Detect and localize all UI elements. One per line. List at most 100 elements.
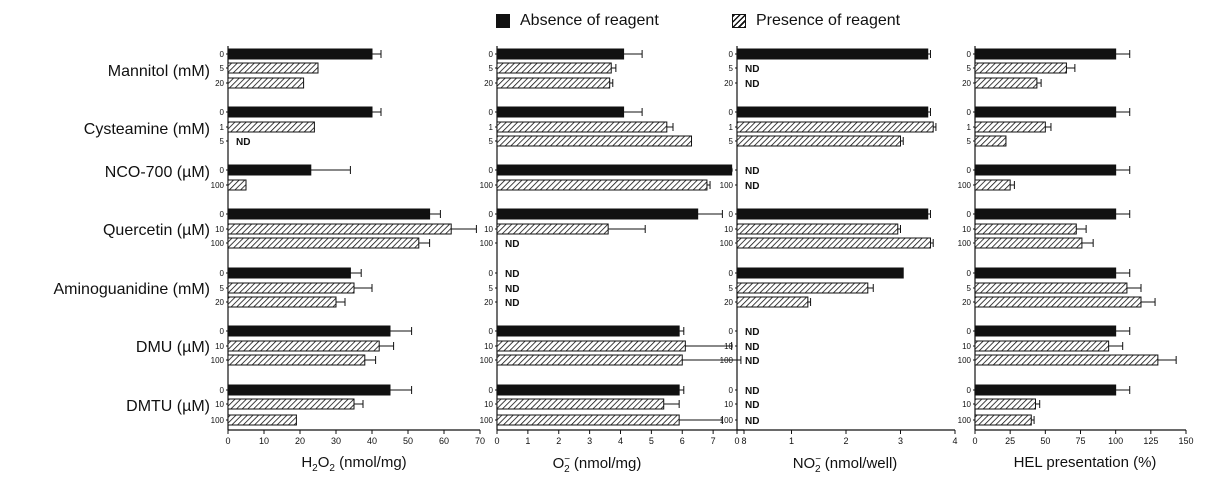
bar-presence xyxy=(227,237,420,249)
bar-presence xyxy=(227,223,452,235)
concentration-label: 5 xyxy=(220,137,225,146)
bar-presence xyxy=(974,414,1032,426)
bar-presence xyxy=(227,340,380,352)
group-label: DMTU (µM) xyxy=(126,398,210,415)
x-tick-label: 50 xyxy=(403,436,413,446)
bar-absence xyxy=(227,325,391,337)
concentration-label: 100 xyxy=(211,181,225,190)
bar-presence xyxy=(227,62,319,74)
concentration-label: 20 xyxy=(962,298,971,307)
concentration-label: 0 xyxy=(729,108,734,117)
x-tick-label: 40 xyxy=(367,436,377,446)
x-tick-label: 30 xyxy=(331,436,341,446)
x-tick-label: 4 xyxy=(952,436,957,446)
bar-presence xyxy=(974,282,1128,294)
xlabel-superoxide: O−2 (nmol/mg) xyxy=(552,454,642,475)
bar-presence xyxy=(496,121,668,133)
nd-label: ND xyxy=(745,400,759,411)
bar-presence xyxy=(227,414,297,426)
concentration-label: 0 xyxy=(220,210,225,219)
nd-label: ND xyxy=(505,269,519,280)
x-tick-label: 5 xyxy=(649,436,654,446)
nd-label: ND xyxy=(745,386,759,397)
bar-presence xyxy=(736,296,809,308)
bar-presence xyxy=(496,414,680,426)
nd-label: ND xyxy=(505,298,519,309)
concentration-label: 0 xyxy=(489,327,494,336)
bar-absence xyxy=(496,325,680,337)
concentration-label: 10 xyxy=(962,400,971,409)
x-tick-label: 0 xyxy=(734,436,739,446)
concentration-label: 1 xyxy=(489,123,494,132)
concentration-label: 0 xyxy=(729,166,734,175)
x-tick-label: 1 xyxy=(789,436,794,446)
x-tick-label: 25 xyxy=(1005,436,1015,446)
legend-hatched-swatch xyxy=(732,14,746,28)
concentration-label: 0 xyxy=(489,269,494,278)
concentration-label: 10 xyxy=(484,342,493,351)
bar-absence xyxy=(736,208,929,220)
x-tick-label: 0 xyxy=(972,436,977,446)
concentration-label: 100 xyxy=(720,356,734,365)
concentration-label: 5 xyxy=(489,284,494,293)
x-tick-label: 3 xyxy=(898,436,903,446)
group-label: Cysteamine (mM) xyxy=(83,121,210,138)
bar-absence xyxy=(736,106,929,118)
concentration-label: 10 xyxy=(962,225,971,234)
x-tick-label: 6 xyxy=(680,436,685,446)
x-tick-label: 60 xyxy=(439,436,449,446)
concentration-label: 5 xyxy=(729,64,734,73)
bar-presence xyxy=(974,398,1036,410)
bar-presence xyxy=(974,296,1142,308)
bar-presence xyxy=(227,77,305,89)
concentration-label: 0 xyxy=(220,166,225,175)
bar-absence xyxy=(227,384,391,396)
concentration-label: 100 xyxy=(720,239,734,248)
concentration-label: 0 xyxy=(220,50,225,59)
bar-absence xyxy=(974,267,1117,279)
bar-absence xyxy=(736,267,904,279)
bar-absence xyxy=(496,48,625,60)
concentration-label: 10 xyxy=(962,342,971,351)
bar-presence xyxy=(496,77,611,89)
concentration-label: 100 xyxy=(480,181,494,190)
concentration-label: 20 xyxy=(215,298,224,307)
panel-3: 0 25 50 75 100 125 150052001501000101000520010… xyxy=(958,46,1194,446)
x-tick-label: 2 xyxy=(843,436,848,446)
nd-label: ND xyxy=(745,356,759,367)
concentration-label: 20 xyxy=(484,298,493,307)
bar-presence xyxy=(496,135,693,147)
concentration-label: 0 xyxy=(967,210,972,219)
bar-presence xyxy=(736,223,899,235)
concentration-label: 100 xyxy=(211,239,225,248)
x-tick-label: 0 xyxy=(225,436,230,446)
concentration-label: 0 xyxy=(967,269,972,278)
legend-absence-label: Absence of reagent xyxy=(520,12,659,29)
bar-presence xyxy=(974,135,1007,147)
concentration-label: 1 xyxy=(729,123,734,132)
x-tick-label: 100 xyxy=(1108,436,1123,446)
bar-absence xyxy=(227,208,431,220)
xlabel-h2o2: H2O2 (nmol/mg) xyxy=(301,454,407,474)
x-tick-label: 10 xyxy=(259,436,269,446)
x-tick-label: 8 xyxy=(741,436,746,446)
concentration-label: 20 xyxy=(962,79,971,88)
concentration-label: 5 xyxy=(489,64,494,73)
legend-presence-label: Presence of reagent xyxy=(756,12,901,29)
bar-presence xyxy=(736,282,869,294)
bar-absence xyxy=(496,208,699,220)
concentration-label: 100 xyxy=(958,356,972,365)
legend-absence: Absence of reagent xyxy=(496,10,659,32)
group-label: Aminoguanidine (mM) xyxy=(53,281,210,298)
bar-absence xyxy=(496,106,625,118)
bar-absence xyxy=(974,384,1117,396)
bar-presence xyxy=(496,62,612,74)
concentration-label: 0 xyxy=(729,327,734,336)
concentration-label: 5 xyxy=(967,137,972,146)
group-label: Mannitol (mM) xyxy=(107,63,210,80)
x-tick-label: 70 xyxy=(475,436,485,446)
concentration-label: 5 xyxy=(489,137,494,146)
x-tick-label: 150 xyxy=(1178,436,1193,446)
concentration-label: 100 xyxy=(480,356,494,365)
